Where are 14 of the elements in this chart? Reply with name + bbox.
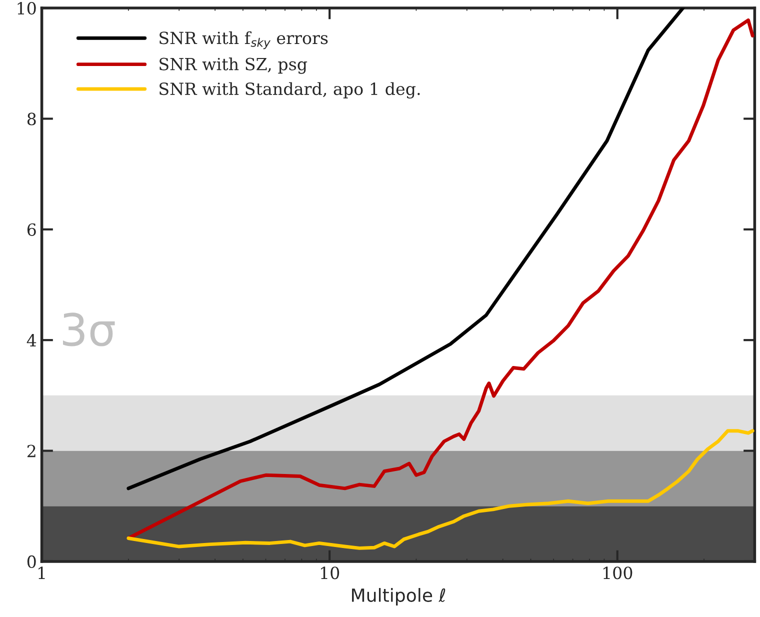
- y-tick-label: 8: [27, 112, 36, 126]
- legend-label: SNR with f$_{sky}$ errors: [160, 31, 328, 50]
- y-tick-label: 6: [27, 223, 36, 236]
- y-tick-label: 2: [27, 444, 36, 458]
- y-tick-label: 10: [18, 2, 36, 15]
- annotation: 3σ: [63, 312, 115, 346]
- y-tick-label: 0: [27, 555, 36, 568]
- x-tick-label: 100: [604, 566, 632, 580]
- legend-label: SNR with SZ, psg: [160, 57, 308, 74]
- y-tick-label: 4: [26, 334, 36, 346]
- x-tick-label: 1: [38, 566, 45, 579]
- x-tick-label: 10: [321, 566, 340, 580]
- x-axis-title: Multipole ℓ: [352, 588, 446, 606]
- legend-label: SNR with Standard, apo 1 deg.: [160, 82, 420, 99]
